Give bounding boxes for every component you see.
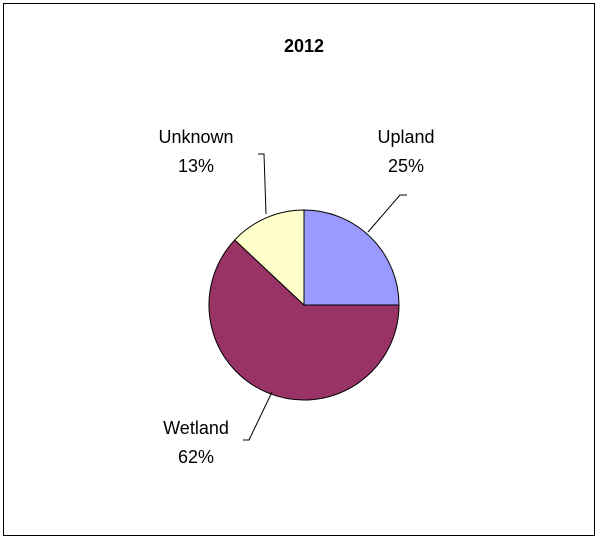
label-upland-value: 25%: [388, 156, 424, 176]
label-wetland-value: 62%: [178, 447, 214, 467]
chart-title: 2012: [284, 36, 324, 56]
label-unknown-name: Unknown: [158, 127, 233, 147]
pie-slices: [208, 209, 400, 401]
pie-slice-wetland: [208, 239, 400, 401]
label-wetland-name: Wetland: [163, 418, 229, 438]
pie-slice-unknown: [234, 209, 305, 307]
leader-line-unknown: [258, 153, 267, 215]
label-unknown-value: 13%: [178, 156, 214, 176]
label-upland-name: Upland: [377, 127, 434, 147]
pie-slice-upland: [303, 209, 400, 306]
leader-lines: [243, 153, 407, 441]
leader-line-upland: [367, 194, 407, 233]
leader-line-wetland: [243, 391, 273, 441]
